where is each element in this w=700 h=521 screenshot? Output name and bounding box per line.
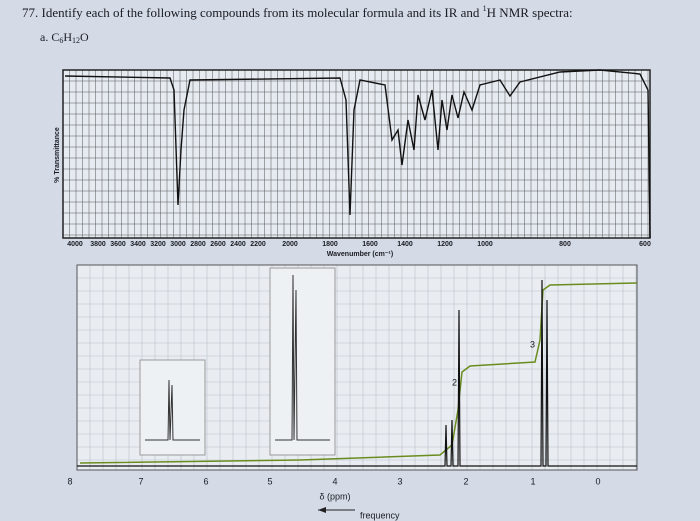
- nmr-tick-label: 0: [595, 476, 600, 486]
- integration-label: 2: [452, 377, 457, 387]
- ir-y-label: % Transmittance: [54, 127, 61, 183]
- ir-spectrum: [64, 69, 651, 239]
- nmr-tick-label: 2: [463, 476, 468, 486]
- ir-x-label: Wavenumber (cm⁻¹): [327, 251, 393, 258]
- ir-tick-label: 1800: [322, 241, 338, 248]
- question: 77. Identify each of the following compo…: [22, 4, 573, 20]
- part-formula: a. C6H12O: [40, 30, 89, 45]
- inset-2-peak: [275, 274, 330, 441]
- ir-tick-label: 2800: [190, 241, 206, 248]
- arrow-head: [318, 507, 326, 513]
- nmr-spectrum: [77, 279, 637, 467]
- nmr-tick-label: 6: [203, 476, 208, 486]
- ir-tick-label: 1600: [362, 241, 378, 248]
- ir-tick-label: 2400: [230, 241, 246, 248]
- ir-tick-label: 3400: [130, 241, 146, 248]
- direction-label: frequency: [360, 510, 400, 520]
- inset-2: [269, 267, 336, 456]
- ir-tick-label: 600: [639, 241, 651, 248]
- integration-curve: [79, 282, 638, 464]
- ir-tick-label: 2200: [250, 241, 266, 248]
- nmr-tick-label: 5: [267, 476, 272, 486]
- ir-tick-label: 2600: [210, 241, 226, 248]
- nmr-tick-label: 7: [138, 476, 143, 486]
- inset-1-peak: [145, 379, 200, 441]
- ir-tick-label: 2000: [282, 241, 298, 248]
- nmr-tick-label: 1: [530, 476, 535, 486]
- ir-tick-label: 3200: [150, 241, 166, 248]
- nmr-x-label: δ (ppm): [319, 491, 350, 501]
- ir-tick-label: 1000: [477, 241, 493, 248]
- ir-tick-label: 4000: [67, 241, 83, 248]
- nmr-tick-label: 3: [397, 476, 402, 486]
- ir-frame: [62, 69, 651, 239]
- nmr-frame: [76, 264, 638, 471]
- ir-tick-label: 800: [559, 241, 571, 248]
- integration-label: 3: [530, 339, 535, 349]
- ir-tick-label: 3800: [90, 241, 106, 248]
- ir-tick-label: 1200: [437, 241, 453, 248]
- ir-tick-label: 3600: [110, 241, 126, 248]
- ir-tick-label: 1400: [397, 241, 413, 248]
- nmr-tick-label: 4: [332, 476, 337, 486]
- ir-tick-label: 3000: [170, 241, 186, 248]
- nmr-tick-label: 8: [67, 476, 72, 486]
